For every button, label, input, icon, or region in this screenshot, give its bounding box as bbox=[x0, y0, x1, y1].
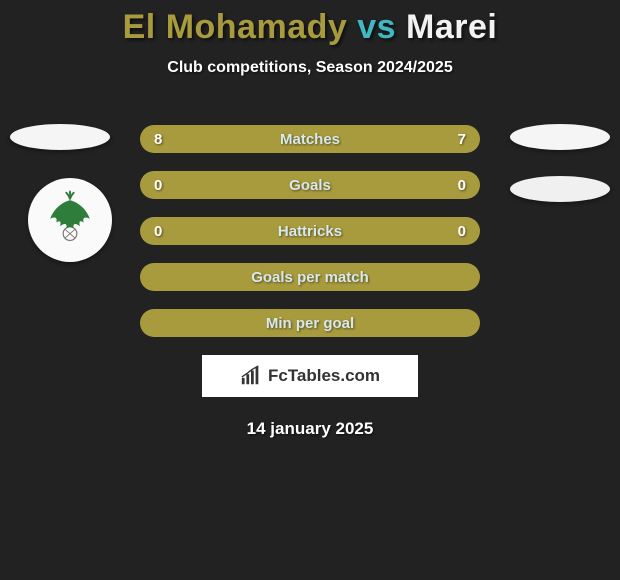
stat-label: Min per goal bbox=[154, 315, 466, 332]
title-player1: El Mohamady bbox=[123, 8, 348, 46]
stat-row-1: 0Goals0 bbox=[140, 171, 480, 199]
stat-right-value: 0 bbox=[452, 177, 466, 194]
brand-badge: FcTables.com bbox=[202, 355, 418, 397]
stat-label: Matches bbox=[168, 131, 452, 148]
page-title: El Mohamady vs Marei bbox=[0, 0, 620, 47]
stats-rows: 8Matches70Goals00Hattricks0Goals per mat… bbox=[140, 125, 480, 337]
title-vs: vs bbox=[357, 8, 396, 46]
stat-row-2: 0Hattricks0 bbox=[140, 217, 480, 245]
brand-text: FcTables.com bbox=[268, 366, 380, 386]
stat-row-4: Min per goal bbox=[140, 309, 480, 337]
pill-bottom-right bbox=[510, 176, 610, 202]
club-badge bbox=[28, 178, 112, 262]
stat-row-0: 8Matches7 bbox=[140, 125, 480, 153]
chart-icon bbox=[240, 365, 262, 387]
stat-left-value: 8 bbox=[154, 131, 168, 148]
stat-label: Hattricks bbox=[168, 223, 452, 240]
stat-right-value: 0 bbox=[452, 223, 466, 240]
subtitle: Club competitions, Season 2024/2025 bbox=[0, 59, 620, 77]
stat-left-value: 0 bbox=[154, 177, 168, 194]
stat-row-3: Goals per match bbox=[140, 263, 480, 291]
stat-label: Goals per match bbox=[154, 269, 466, 286]
stat-left-value: 0 bbox=[154, 223, 168, 240]
pill-top-left bbox=[10, 124, 110, 150]
stat-right-value: 7 bbox=[452, 131, 466, 148]
stat-label: Goals bbox=[168, 177, 452, 194]
date-label: 14 january 2025 bbox=[0, 419, 620, 439]
title-player2: Marei bbox=[406, 8, 497, 46]
club-badge-icon bbox=[39, 189, 101, 251]
pill-top-right bbox=[510, 124, 610, 150]
